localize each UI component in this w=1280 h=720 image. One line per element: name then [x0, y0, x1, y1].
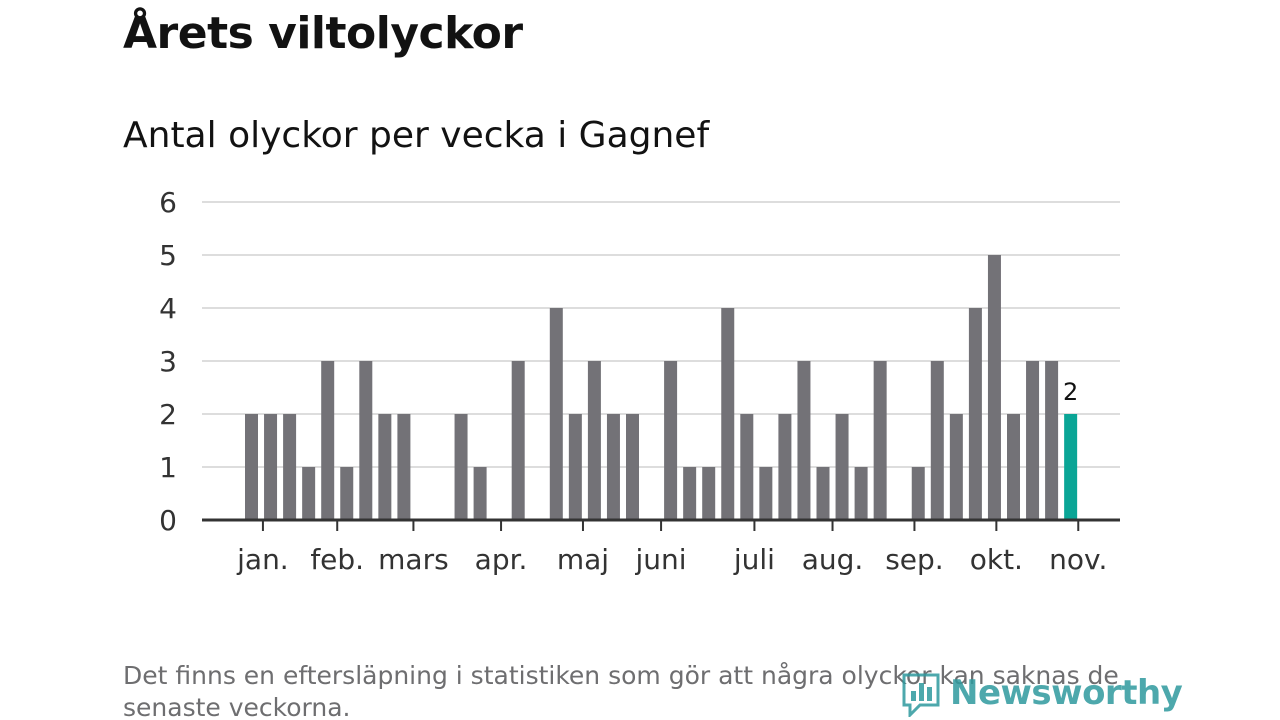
y-tick-label: 2 [159, 398, 177, 431]
y-tick-label: 3 [159, 345, 177, 378]
bar [930, 361, 944, 520]
y-tick-label: 6 [159, 186, 177, 219]
bar [473, 467, 487, 520]
page-title: Årets viltolyckor [123, 8, 523, 59]
grid-lines [202, 201, 1120, 468]
x-tick-label: okt. [970, 543, 1023, 576]
bar [359, 361, 373, 520]
x-tick-label: jan. [236, 543, 289, 576]
bar [759, 467, 773, 520]
x-tick-label: maj [557, 543, 609, 576]
bar-chart-speech-bubble-icon [902, 673, 940, 717]
bar [778, 414, 792, 520]
x-axis [202, 518, 1120, 531]
x-tick-label: nov. [1049, 543, 1107, 576]
bar [797, 361, 811, 520]
y-tick-label: 4 [159, 292, 177, 325]
x-tick-label: mars [378, 543, 449, 576]
bar [740, 414, 754, 520]
bar [378, 414, 392, 520]
bar [511, 361, 525, 520]
bar [397, 414, 411, 520]
x-tick-label: juli [733, 543, 775, 576]
bar [321, 361, 335, 520]
bar [264, 414, 278, 520]
y-axis-labels: 0 1 2 3 4 5 6 [159, 186, 177, 537]
newsworthy-logo: Newsworthy [900, 668, 1183, 718]
bar [302, 467, 316, 520]
footnote: Det finns en eftersläpning i statistiken… [123, 661, 1119, 720]
bar [1026, 361, 1040, 520]
bar [873, 361, 887, 520]
bar [702, 467, 716, 520]
bar [340, 467, 354, 520]
bar [1045, 361, 1059, 520]
y-tick-label: 1 [159, 451, 177, 484]
chart-subtitle: Antal olyckor per vecka i Gagnef [123, 115, 710, 156]
bars [245, 255, 1078, 520]
annotations: 2 [1063, 378, 1078, 406]
y-tick-label: 5 [159, 239, 177, 272]
bar [911, 467, 925, 520]
bar [587, 361, 601, 520]
bar [606, 414, 620, 520]
bar [835, 414, 849, 520]
bar [683, 467, 697, 520]
bar [949, 414, 963, 520]
x-axis-labels: jan. feb. mars apr. maj juni juli aug. sep. okt. n… [236, 543, 1107, 576]
x-tick-label: juni [635, 543, 687, 576]
x-tick-label: apr. [475, 543, 528, 576]
bar [987, 255, 1001, 520]
x-tick-label: sep. [885, 543, 944, 576]
bar [245, 414, 258, 520]
bar-highlighted [1064, 414, 1078, 520]
bar [454, 414, 468, 520]
x-tick-label: feb. [310, 543, 364, 576]
data-label: 2 [1063, 378, 1078, 406]
bar [721, 308, 735, 520]
bar [854, 467, 868, 520]
bar [283, 414, 297, 520]
bar [816, 467, 830, 520]
bar [968, 308, 982, 520]
logo-text: Newsworthy [950, 673, 1183, 713]
bar [549, 308, 563, 520]
y-tick-label: 0 [159, 504, 177, 537]
bar [1007, 414, 1020, 520]
bar [664, 361, 678, 520]
bar [568, 414, 582, 520]
bar [626, 414, 639, 520]
x-tick-label: aug. [802, 543, 864, 576]
